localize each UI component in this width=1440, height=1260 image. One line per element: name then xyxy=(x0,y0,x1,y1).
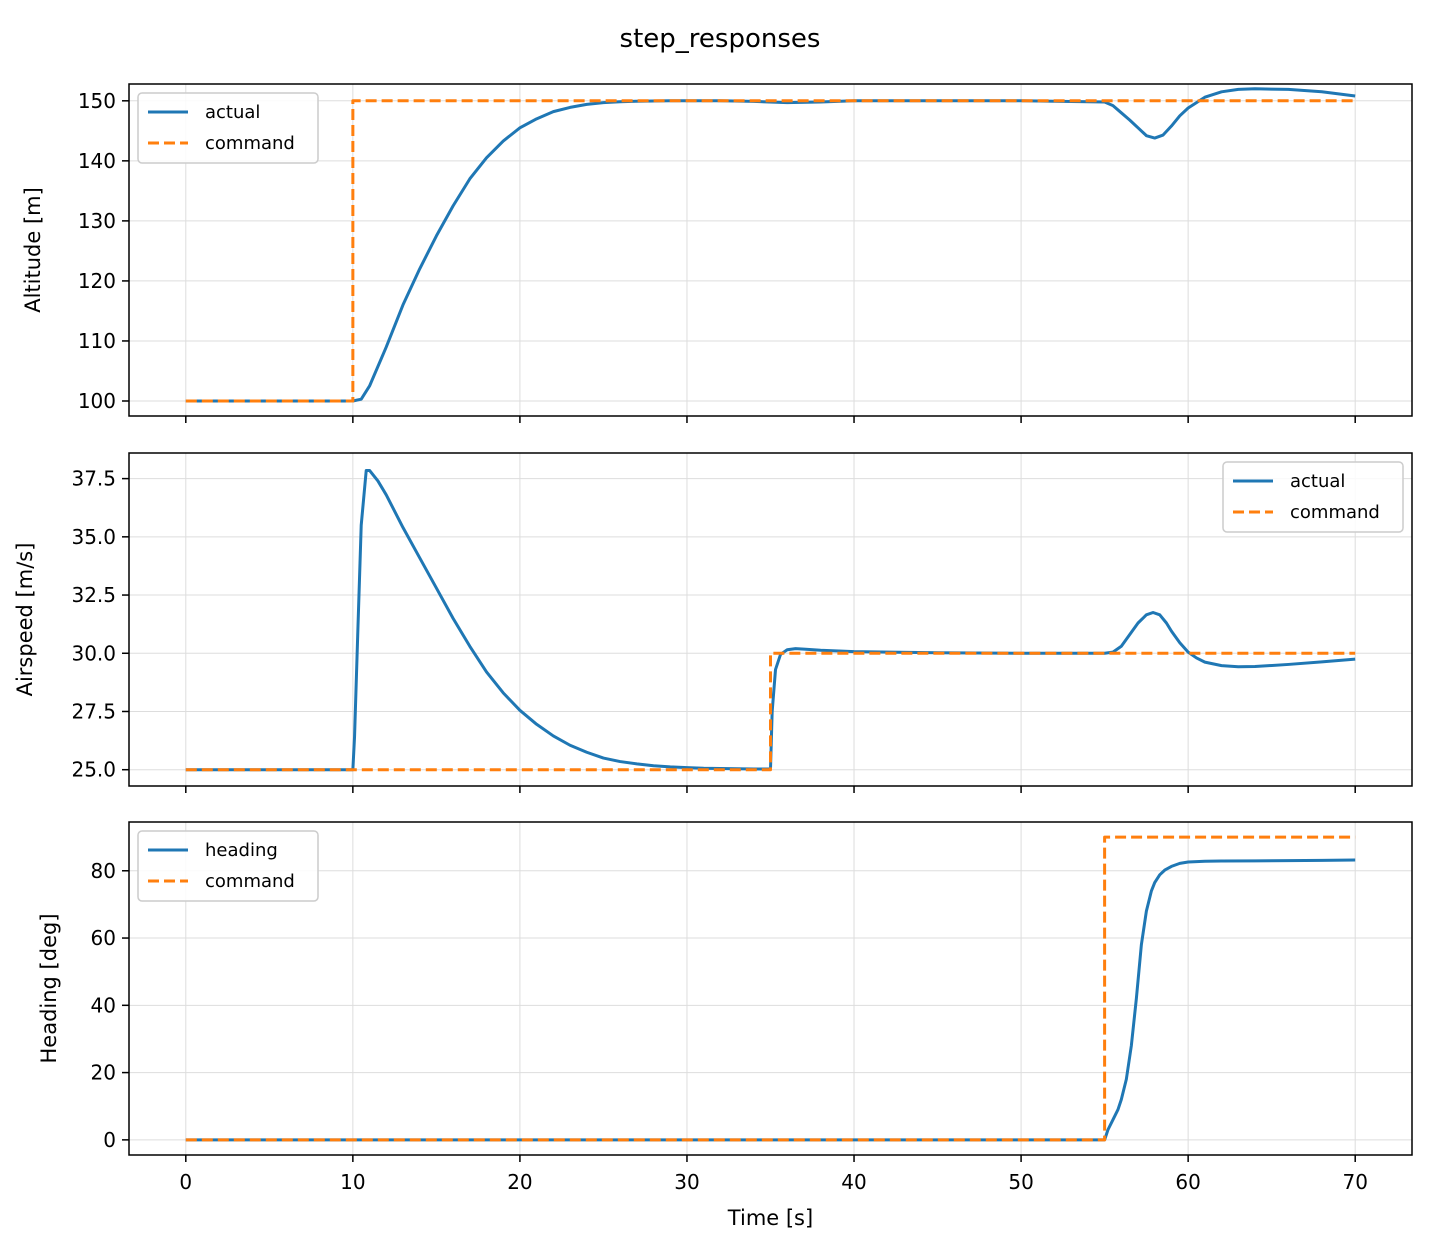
y-axis-label: Airspeed [m/s] xyxy=(13,543,37,697)
x-tick-label: 60 xyxy=(1175,1170,1200,1194)
y-axis-label: Heading [deg] xyxy=(37,913,61,1063)
y-tick-label: 37.5 xyxy=(71,467,116,491)
legend: heading command xyxy=(137,830,319,902)
y-tick-label: 110 xyxy=(78,329,116,353)
y-tick-label: 40 xyxy=(91,993,116,1017)
axes-frame xyxy=(128,83,1413,417)
x-tick-label: 0 xyxy=(179,1170,192,1194)
y-tick-label: 80 xyxy=(91,859,116,883)
legend-label-heading: heading xyxy=(205,840,278,861)
x-tick-label: 30 xyxy=(674,1170,699,1194)
series-line-command xyxy=(185,835,1356,1142)
y-tick-label: 100 xyxy=(78,389,116,413)
axes-frame xyxy=(128,452,1413,787)
y-tick-label: 20 xyxy=(91,1061,116,1085)
series-line-command xyxy=(185,651,1356,772)
y-tick-label: 140 xyxy=(78,149,116,173)
legend: actual command xyxy=(137,92,319,164)
y-axis-label: Altitude [m] xyxy=(21,187,45,313)
y-tick-label: 130 xyxy=(78,209,116,233)
x-axis-label: Time [s] xyxy=(727,1206,813,1230)
series-line-heading xyxy=(185,858,1356,1142)
legend-label-actual: actual xyxy=(205,102,260,123)
panel-3: 0 10 20 30 40 50 60 70 0 20 40 60 80 Heading [deg] Tim… xyxy=(37,821,1413,1230)
legend-label-actual: actual xyxy=(1290,471,1345,492)
y-tick-label: 25.0 xyxy=(71,758,116,782)
axes-frame xyxy=(128,821,1413,1156)
x-tick-label: 70 xyxy=(1342,1170,1367,1194)
panel-1: 100 110 120 130 140 150 Altitude [m] actual comm… xyxy=(21,83,1413,423)
x-tick-label: 40 xyxy=(841,1170,866,1194)
y-tick-label: 32.5 xyxy=(71,583,116,607)
series-line-command xyxy=(185,99,1356,403)
y-tick-label: 120 xyxy=(78,269,116,293)
y-tick-label: 35.0 xyxy=(71,525,116,549)
y-tick-label: 30.0 xyxy=(71,641,116,665)
legend-label-command: command xyxy=(205,133,295,154)
y-tick-label: 150 xyxy=(78,89,116,113)
legend-label-command: command xyxy=(1290,502,1380,523)
y-tick-label: 27.5 xyxy=(71,699,116,723)
y-tick-label: 0 xyxy=(103,1128,116,1152)
legend: actual command xyxy=(1222,461,1404,533)
x-tick-label: 50 xyxy=(1008,1170,1033,1194)
panel-2: 25.0 27.5 30.0 32.5 35.0 37.5 Airspeed [m/s] ac… xyxy=(13,452,1413,793)
figure-title: step_responses xyxy=(620,24,821,54)
y-tick-label: 60 xyxy=(91,926,116,950)
legend-label-command: command xyxy=(205,871,295,892)
x-tick-label: 20 xyxy=(507,1170,532,1194)
x-tick-label: 10 xyxy=(340,1170,365,1194)
